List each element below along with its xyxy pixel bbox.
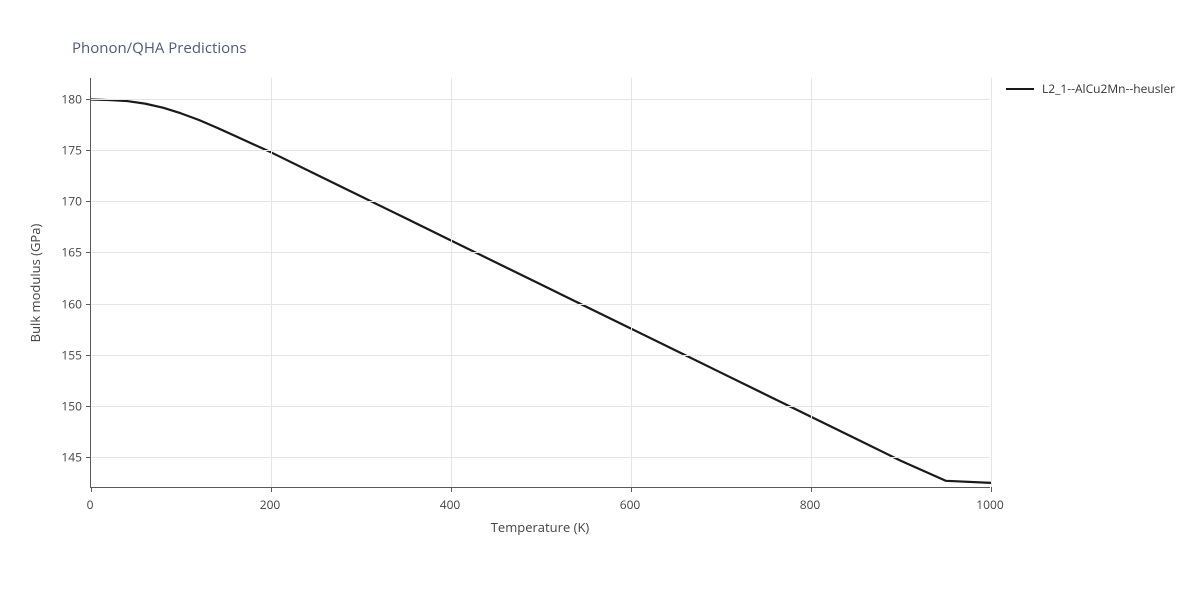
x-tick-label: 400 — [440, 496, 461, 513]
chart-title: Phonon/QHA Predictions — [72, 38, 247, 58]
y-tick-mark — [86, 150, 91, 151]
gridline-h — [91, 99, 990, 100]
y-tick-label: 170 — [61, 193, 82, 210]
y-tick-mark — [86, 99, 91, 100]
y-tick-label: 180 — [61, 90, 82, 107]
series-svg — [91, 78, 991, 488]
y-tick-mark — [86, 304, 91, 305]
y-tick-mark — [86, 252, 91, 253]
y-tick-label: 160 — [61, 295, 82, 312]
y-tick-mark — [86, 457, 91, 458]
gridline-v — [991, 78, 992, 487]
x-tick-label: 800 — [800, 496, 821, 513]
x-tick-label: 1000 — [976, 496, 1003, 513]
gridline-v — [451, 78, 452, 487]
y-tick-mark — [86, 355, 91, 356]
y-tick-mark — [86, 406, 91, 407]
x-tick-mark — [451, 487, 452, 492]
x-tick-mark — [811, 487, 812, 492]
gridline-h — [91, 457, 990, 458]
x-tick-mark — [91, 487, 92, 492]
y-tick-label: 175 — [61, 141, 82, 158]
y-tick-label: 165 — [61, 244, 82, 261]
series-line[interactable] — [91, 100, 991, 483]
gridline-h — [91, 252, 990, 253]
x-tick-label: 0 — [87, 496, 94, 513]
gridline-v — [271, 78, 272, 487]
gridline-v — [631, 78, 632, 487]
y-tick-mark — [86, 201, 91, 202]
gridline-h — [91, 406, 990, 407]
y-tick-label: 150 — [61, 398, 82, 415]
gridline-v — [811, 78, 812, 487]
legend-label: L2_1--AlCu2Mn--heusler — [1042, 80, 1175, 97]
gridline-h — [91, 150, 990, 151]
gridline-h — [91, 304, 990, 305]
y-tick-label: 155 — [61, 346, 82, 363]
plot-area[interactable] — [90, 78, 990, 488]
legend-item[interactable]: L2_1--AlCu2Mn--heusler — [1006, 80, 1175, 97]
x-tick-label: 200 — [260, 496, 281, 513]
x-tick-label: 600 — [620, 496, 641, 513]
x-tick-mark — [991, 487, 992, 492]
y-tick-label: 145 — [61, 449, 82, 466]
chart-container: Phonon/QHA Predictions Temperature (K) B… — [0, 0, 1200, 600]
y-axis-label: Bulk modulus (GPa) — [26, 224, 44, 343]
x-tick-mark — [631, 487, 632, 492]
x-tick-mark — [271, 487, 272, 492]
x-axis-label: Temperature (K) — [491, 518, 590, 536]
gridline-h — [91, 355, 990, 356]
gridline-h — [91, 201, 990, 202]
legend-swatch — [1006, 88, 1034, 90]
legend: L2_1--AlCu2Mn--heusler — [1006, 80, 1175, 97]
